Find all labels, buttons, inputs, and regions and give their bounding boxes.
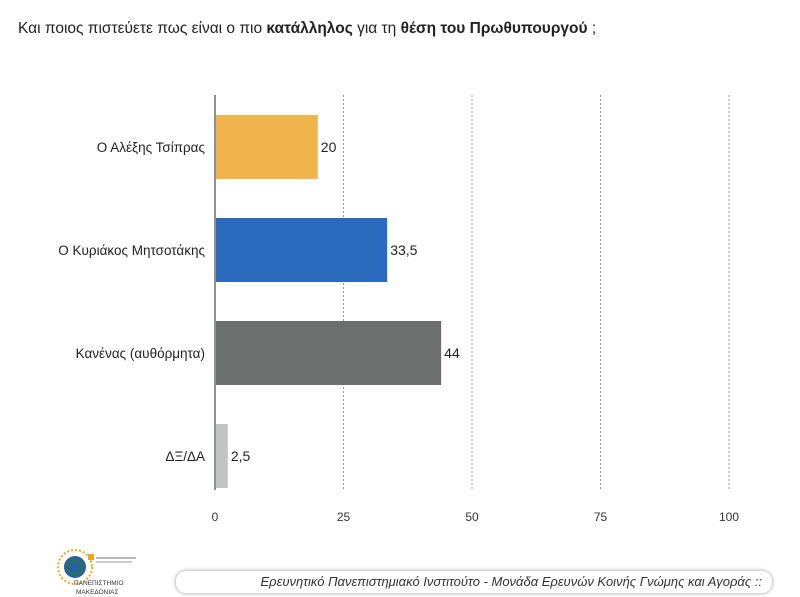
bar (216, 115, 318, 179)
x-tick-label: 25 (337, 510, 351, 524)
category-label: Ο Αλέξης Τσίπρας (97, 140, 206, 155)
category-label: Κανένας (αυθόρμητα) (76, 346, 205, 361)
category-label: ΔΞ/ΔΑ (165, 449, 205, 464)
labels: 0 25 50 75 100 Ο Αλέξης Τσίπρας 20 Ο Κυριάκος Μ… (58, 139, 739, 524)
footer-text: Ερευνητικό Πανεπιστημιακό Ινστιτούτο - Μ… (260, 574, 762, 589)
bar (216, 321, 442, 385)
university-logo: ΠΑΝΕΠΙΣΤΗΜΙΟ ΜΑΚΕΔΟΝΙΑΣ (57, 549, 136, 596)
data-label: 20 (321, 139, 337, 155)
data-label: 2,5 (231, 448, 251, 464)
footer-bar: Ερευνητικό Πανεπιστημιακό Ινστιτούτο - Μ… (176, 571, 772, 593)
bar (216, 218, 388, 282)
x-tick-label: 0 (212, 510, 219, 524)
title-bold-2: θέση του Πρωθυπουργού (400, 20, 588, 37)
bar (216, 424, 228, 488)
title-bold-1: κατάλληλος (266, 20, 353, 37)
logo-line-1: ΠΑΝΕΠΙΣΤΗΜΙΟ (74, 580, 124, 587)
bars (216, 115, 442, 488)
title-part-1: Και ποιος πιστεύετε πως είναι ο πιο (18, 20, 267, 37)
title-part-3: ; (587, 20, 597, 37)
category-label: Ο Κυριάκος Μητσοτάκης (58, 243, 205, 258)
data-label: 33,5 (390, 242, 417, 258)
title-part-2: για τη (352, 20, 401, 37)
x-tick-label: 100 (719, 510, 739, 524)
logo-emblem-icon (57, 549, 136, 585)
gridlines (343, 95, 730, 490)
x-tick-label: 50 (465, 510, 479, 524)
data-label: 44 (444, 345, 460, 361)
page-title: Και ποιος πιστεύετε πως είναι ο πιο κατά… (18, 20, 788, 38)
logo-line-2: ΜΑΚΕΔΟΝΙΑΣ (76, 589, 119, 596)
x-tick-label: 75 (594, 510, 608, 524)
